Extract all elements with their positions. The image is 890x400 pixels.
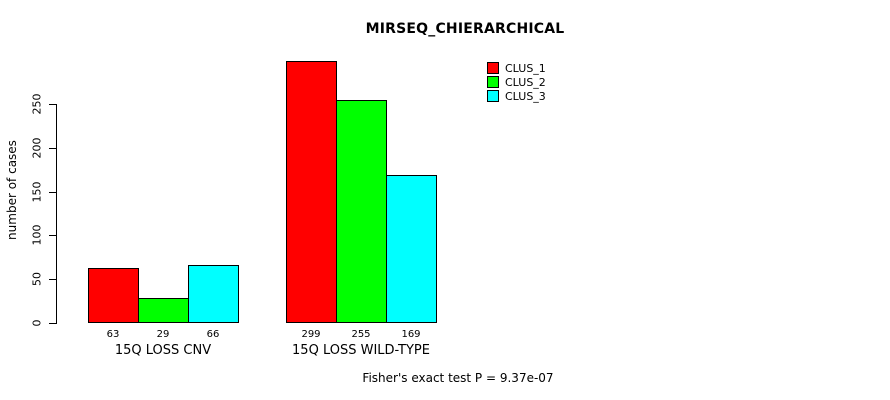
bar-clus_3-group1 bbox=[188, 265, 239, 323]
bar-clus_2-group2 bbox=[336, 100, 387, 323]
bar-value-label: 299 bbox=[301, 329, 321, 340]
bar-clus_2-group1 bbox=[138, 298, 189, 323]
bar-value-label: 66 bbox=[206, 329, 220, 340]
y-tick-label: 200 bbox=[30, 137, 44, 159]
bar-clus_1-group2 bbox=[286, 61, 337, 323]
legend-swatch-clus_2 bbox=[487, 76, 499, 88]
y-tick-mark bbox=[49, 279, 56, 280]
bar-value-label: 169 bbox=[401, 329, 421, 340]
category-label: 15Q LOSS WILD-TYPE bbox=[292, 343, 430, 358]
y-tick-label: 150 bbox=[30, 181, 44, 203]
bar-clus_1-group1 bbox=[88, 268, 139, 323]
y-tick-label: 100 bbox=[30, 224, 44, 246]
legend-item: CLUS_2 bbox=[487, 75, 546, 89]
legend: CLUS_1 CLUS_2 CLUS_3 bbox=[487, 61, 546, 103]
y-axis-label: number of cases bbox=[5, 140, 19, 240]
category-label: 15Q LOSS CNV bbox=[114, 343, 212, 358]
bar-value-label: 255 bbox=[351, 329, 371, 340]
bar-value-label: 63 bbox=[106, 329, 120, 340]
legend-swatch-clus_1 bbox=[487, 62, 499, 74]
chart-title: MIRSEQ_CHIERARCHICAL bbox=[365, 21, 565, 37]
y-tick-mark bbox=[49, 323, 56, 324]
legend-item: CLUS_3 bbox=[487, 89, 546, 103]
y-tick-label: 250 bbox=[30, 93, 44, 115]
annotation-text: Fisher's exact test P = 9.37e-07 bbox=[362, 371, 554, 385]
y-tick-label: 0 bbox=[30, 319, 44, 327]
legend-label: CLUS_2 bbox=[505, 75, 546, 89]
y-tick-label: 50 bbox=[30, 272, 44, 286]
bar-clus_3-group2 bbox=[386, 175, 437, 323]
bar-value-label: 29 bbox=[156, 329, 170, 340]
y-axis-line bbox=[56, 104, 57, 324]
y-tick-mark bbox=[49, 148, 56, 149]
y-tick-mark bbox=[49, 192, 56, 193]
y-tick-mark bbox=[49, 104, 56, 105]
legend-swatch-clus_3 bbox=[487, 90, 499, 102]
legend-label: CLUS_3 bbox=[505, 89, 546, 103]
legend-label: CLUS_1 bbox=[505, 61, 546, 75]
legend-item: CLUS_1 bbox=[487, 61, 546, 75]
y-tick-mark bbox=[49, 235, 56, 236]
